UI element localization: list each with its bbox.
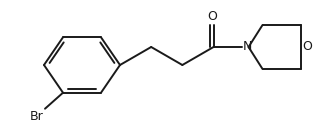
Text: Br: Br bbox=[30, 110, 44, 123]
Text: O: O bbox=[303, 41, 312, 54]
Text: N: N bbox=[242, 41, 252, 54]
Text: O: O bbox=[207, 10, 217, 23]
